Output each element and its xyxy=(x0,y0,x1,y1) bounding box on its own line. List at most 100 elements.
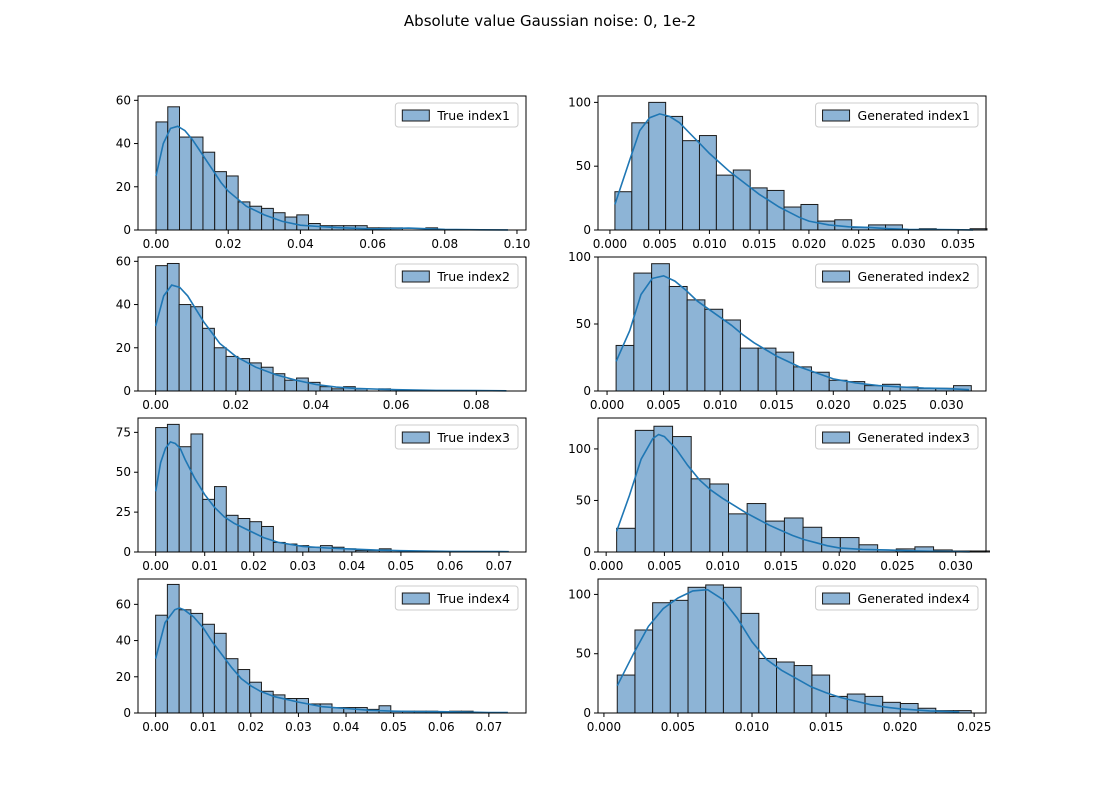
y-tick-label: 0 xyxy=(123,545,131,559)
x-tick-label: 0.04 xyxy=(287,237,314,251)
histogram-bar xyxy=(653,425,674,553)
y-tick-label: 50 xyxy=(576,647,591,661)
legend: True index3 xyxy=(394,424,519,450)
x-tick-label: 0.04 xyxy=(339,559,366,573)
histogram-bar xyxy=(225,355,239,392)
subplot-7: 0.00 0.01 0.02 0.03 0.04 0.05 0.06 0.07 0 20 40 60 T… xyxy=(116,578,527,734)
histogram-bar xyxy=(704,308,724,392)
histogram-bar xyxy=(793,665,813,714)
x-tick-label: 0.015 xyxy=(809,720,843,734)
histogram-bar xyxy=(705,584,724,714)
histogram-bar xyxy=(178,304,192,392)
y-tick-label: 0 xyxy=(583,706,591,720)
histogram-bar xyxy=(249,521,263,553)
x-tick-label: 0.07 xyxy=(486,559,513,573)
x-tick-label: 0.010 xyxy=(735,720,769,734)
x-tick-label: 0.05 xyxy=(388,559,415,573)
histogram-bar xyxy=(715,174,734,231)
x-tick-label: 0.005 xyxy=(643,237,677,251)
histogram-bar xyxy=(634,629,654,714)
x-tick-label: 0.02 xyxy=(222,398,249,412)
y-tick-label: 75 xyxy=(116,425,131,439)
y-tick-label: 60 xyxy=(116,254,131,268)
histogram-bar xyxy=(166,583,180,714)
x-tick-label: 0.025 xyxy=(880,559,914,573)
y-tick-label: 0 xyxy=(123,223,131,237)
legend-swatch xyxy=(401,109,430,122)
subplot-6: 0.000 0.005 0.010 0.015 0.020 0.025 0.030 0 50 10… xyxy=(568,417,990,573)
histogram-bar xyxy=(811,674,831,714)
histogram-bar xyxy=(237,201,251,231)
kde-curve xyxy=(154,284,507,392)
histogram-bar xyxy=(651,263,670,392)
x-tick-label: 0.00 xyxy=(142,720,169,734)
x-tick-label: 0.00 xyxy=(142,559,169,573)
y-tick-label: 50 xyxy=(576,317,591,331)
x-tick-label: 0.08 xyxy=(431,237,458,251)
histogram-bar xyxy=(319,703,333,714)
histogram-bar xyxy=(690,478,711,553)
histogram-bars xyxy=(616,584,972,714)
histogram-bar xyxy=(190,612,204,714)
legend: Generated index3 xyxy=(815,424,979,450)
histogram-bar xyxy=(155,265,168,392)
x-tick-label: 0.06 xyxy=(437,559,464,573)
histogram-bar xyxy=(686,299,706,392)
x-tick-label: 0.020 xyxy=(792,237,826,251)
legend-label: Generated index1 xyxy=(858,108,970,123)
histogram-bar xyxy=(634,429,655,553)
kde-curve xyxy=(154,607,508,714)
kde-curve xyxy=(615,433,970,553)
x-tick-label: 0.025 xyxy=(873,398,907,412)
histogram-bar xyxy=(828,379,848,392)
x-tick-label: 0.10 xyxy=(504,237,531,251)
subplot-2: 0.000 0.005 0.010 0.015 0.020 0.025 0.030 0.035… xyxy=(568,95,988,251)
x-tick-label: 0.07 xyxy=(476,720,503,734)
x-tick-label: 0.030 xyxy=(929,398,963,412)
histogram-bar xyxy=(858,544,879,553)
histogram-bar xyxy=(202,327,215,392)
histogram-bar xyxy=(249,205,263,231)
x-tick-label: 0.030 xyxy=(891,237,925,251)
y-tick-label: 100 xyxy=(568,587,591,601)
histogram-bar xyxy=(202,623,215,714)
y-tick-label: 0 xyxy=(123,384,131,398)
legend: True index2 xyxy=(394,263,519,289)
histogram-bar xyxy=(709,483,729,553)
y-tick-label: 20 xyxy=(116,180,131,194)
histogram-bar xyxy=(202,498,216,553)
x-tick-label: 0.025 xyxy=(957,720,991,734)
legend-frame xyxy=(815,424,979,450)
histogram-bar xyxy=(758,657,778,714)
histogram-bar xyxy=(190,433,204,553)
subplot-3: 0.00 0.02 0.04 0.06 0.08 0 20 40 60 True index2 xyxy=(116,254,527,412)
y-tick-label: 100 xyxy=(568,442,591,456)
histogram-bar xyxy=(615,344,635,392)
histogram-bar xyxy=(739,347,759,392)
histogram-bar xyxy=(190,136,204,231)
kde-curve xyxy=(615,274,970,391)
x-tick-label: 0.02 xyxy=(240,559,267,573)
subplot-1: 0.00 0.02 0.04 0.06 0.08 0.10 0 20 40 60 True inde… xyxy=(116,93,531,251)
kde-curve xyxy=(155,125,509,231)
histogram-bars xyxy=(615,263,972,392)
legend-label: True index1 xyxy=(436,108,510,123)
y-tick-label: 60 xyxy=(116,597,131,611)
histogram-bar xyxy=(672,436,692,553)
x-tick-label: 0.025 xyxy=(841,237,875,251)
x-tick-label: 0.000 xyxy=(587,720,621,734)
axes-frame xyxy=(597,578,987,714)
x-tick-label: 0.005 xyxy=(661,720,695,734)
histogram-bar xyxy=(213,347,227,392)
legend: Generated index4 xyxy=(815,585,979,611)
legend-swatch xyxy=(822,592,851,605)
y-tick-label: 100 xyxy=(568,250,591,264)
x-tick-label: 0.04 xyxy=(303,398,330,412)
x-tick-label: 0.06 xyxy=(383,398,410,412)
histogram-bar xyxy=(179,136,192,231)
x-tick-label: 0.005 xyxy=(647,559,681,573)
histogram-bars xyxy=(616,425,990,553)
x-tick-label: 0.01 xyxy=(190,720,217,734)
x-tick-label: 0.020 xyxy=(816,398,850,412)
